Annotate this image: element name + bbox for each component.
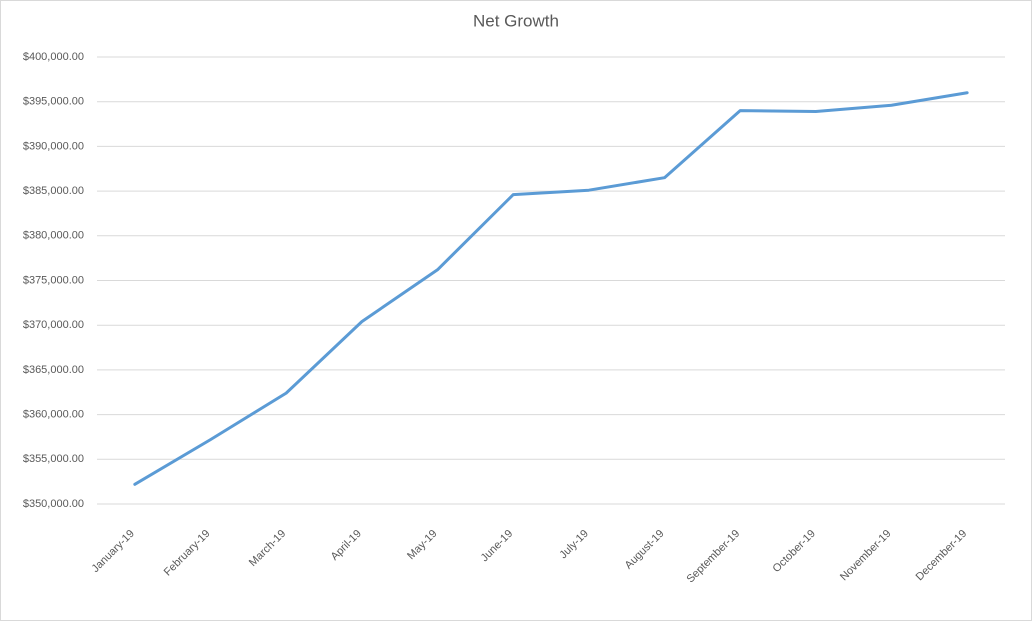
y-tick-label: $355,000.00 (23, 453, 84, 465)
y-tick-label: $400,000.00 (23, 51, 84, 63)
y-tick-label: $365,000.00 (23, 364, 84, 376)
y-tick-label: $375,000.00 (23, 274, 84, 286)
y-tick-label: $385,000.00 (23, 185, 84, 197)
y-tick-label: $380,000.00 (23, 230, 84, 242)
y-tick-label: $360,000.00 (23, 409, 84, 421)
y-tick-label: $395,000.00 (23, 96, 84, 108)
y-tick-label: $390,000.00 (23, 140, 84, 152)
y-tick-label: $350,000.00 (23, 498, 84, 510)
series-line (133, 91, 969, 486)
chart-title: Net Growth (473, 11, 559, 30)
y-tick-label: $370,000.00 (23, 319, 84, 331)
